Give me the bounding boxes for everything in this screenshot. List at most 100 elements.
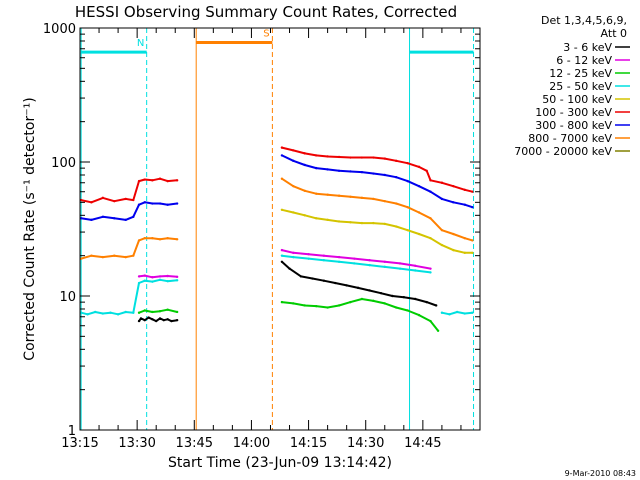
data-point [394,225,398,228]
data-point [414,264,417,268]
data-point [383,157,386,160]
data-point [360,221,364,225]
data-point [292,211,295,214]
data-point [113,199,116,203]
data-point [113,254,116,257]
data-point [383,260,386,263]
data-point [143,236,146,240]
data-point [322,279,326,282]
data-point [280,254,284,257]
data-point [440,197,444,201]
data-point [79,198,83,202]
data-point [429,267,432,270]
x-axis-label: Start Time (23-Jun-09 13:14:42) [168,455,392,471]
data-point [440,228,444,232]
data-point [368,263,371,267]
data-point [349,170,352,173]
data-point [349,156,352,159]
data-point [162,318,166,322]
data-point [132,254,135,257]
data-point [322,258,326,262]
legend-label: 25 - 50 keV [549,80,612,93]
data-point [166,274,169,278]
data-point [463,312,466,315]
data-point [425,300,428,304]
data-point [137,311,141,314]
data-point [463,251,466,255]
data-point [349,221,352,224]
data-point [402,295,406,299]
data-point [280,300,284,304]
y-tick-label: 1000 [43,22,76,37]
x-tick-label: 13:15 [61,436,98,451]
y-tick-label: 10 [59,290,76,305]
series-line-1-1 [281,249,431,270]
data-point [151,202,154,205]
y-axis-label: Corrected Count Rate (s⁻¹ detector⁻¹) [22,97,38,360]
data-point [175,275,179,279]
data-point [406,205,409,209]
data-point [303,189,306,192]
data-point [452,232,455,236]
data-point [417,211,421,214]
data-point [383,173,386,177]
data-point [292,149,295,152]
data-point [158,310,162,313]
data-point [448,313,451,316]
data-point [113,217,116,220]
data-point [383,302,386,305]
data-point [311,277,314,280]
data-point [471,205,474,209]
data-point [166,279,169,283]
data-point [406,179,409,183]
data-point [314,192,318,195]
data-point [394,202,398,205]
data-point [337,169,341,172]
data-point [429,236,432,240]
data-point [414,269,417,272]
data-point [101,255,105,259]
data-point [137,203,141,206]
series-line-5-0 [80,177,178,204]
data-point [109,311,112,314]
series-line-5-1 [281,146,473,193]
x-tick-label: 14:15 [290,436,327,451]
data-point [175,202,179,205]
data-point [436,329,440,332]
data-point [143,309,146,312]
data-point [166,318,169,321]
data-point [299,275,303,278]
data-point [137,275,141,278]
data-point [79,217,83,220]
data-point [383,222,386,226]
x-tick-label: 14:45 [404,436,441,451]
data-point [394,306,398,309]
data-point [383,199,386,203]
data-point [90,218,93,222]
data-point [143,201,146,204]
data-point [314,217,318,220]
data-point [440,181,444,184]
data-point [463,236,466,240]
plot-frame [79,27,481,431]
data-point [158,238,162,241]
series-line-6-0 [80,201,178,221]
legend-label: 7000 - 20000 keV [514,145,612,158]
data-point [368,289,371,292]
data-point [166,308,169,311]
data-point [288,267,291,270]
legend-label: 800 - 7000 keV [528,132,612,145]
data-point [372,156,375,159]
legend-label: 12 - 25 keV [549,67,612,80]
data-point [307,253,310,256]
data-point [90,201,93,204]
data-point [360,196,364,200]
legend-label: 100 - 300 keV [535,106,612,119]
data-point [394,159,398,163]
data-point [326,218,329,222]
data-point [434,304,438,307]
data-point [158,177,162,180]
chart-title: HESSI Observing Summary Count Rates, Cor… [75,3,457,21]
series-line-6-1 [281,154,473,209]
legend-header: Det 1,3,4,5,6,9, [541,14,627,27]
